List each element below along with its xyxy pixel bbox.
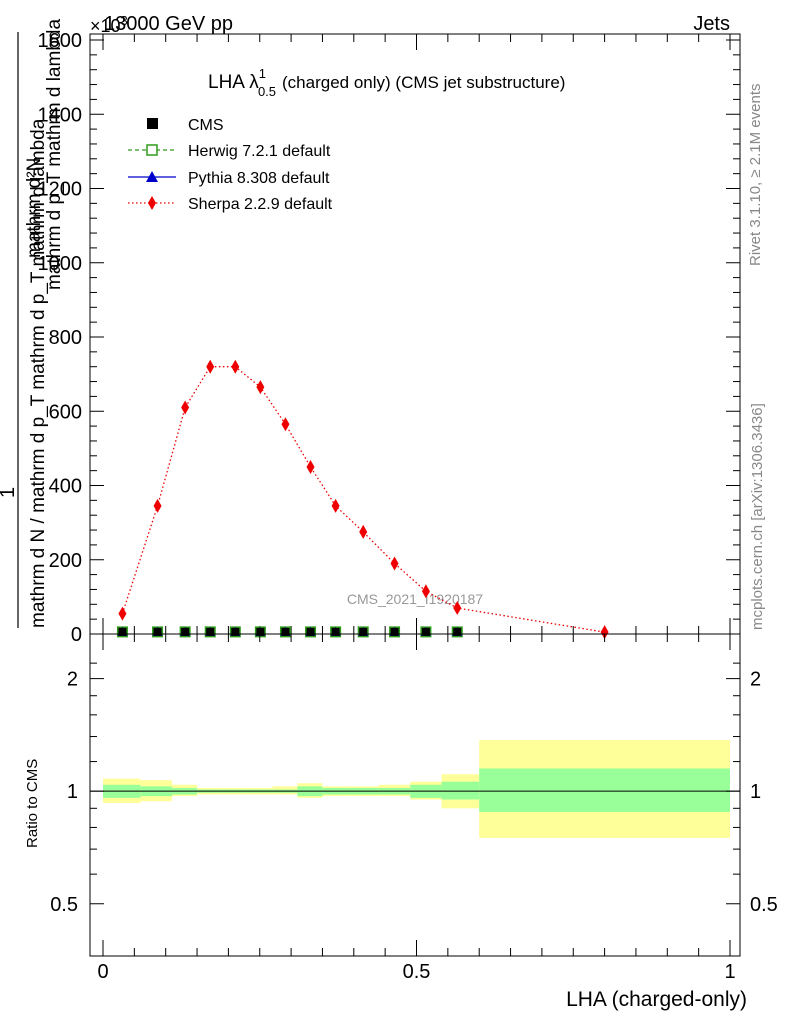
ylabel-num: 1: [0, 487, 19, 498]
main-ytick-label-2: 400: [49, 476, 82, 498]
category-label: Jets: [693, 13, 730, 35]
ratio-ytick-label-right: 0.5: [750, 894, 778, 916]
main-y-ticks: 0 200 400 600 800 1000 1200 1400 1600: [38, 30, 740, 646]
ratio-ytick-label-right: 2: [750, 669, 761, 691]
ratio-xtick-label: 0: [97, 961, 108, 983]
mcplots-label: mcplots.cern.ch [arXiv:1306.3436]: [749, 403, 766, 630]
sherpa-point: [281, 417, 290, 432]
main-ytick-label-3: 600: [49, 401, 82, 423]
legend-sherpa-label: Sherpa 2.2.9 default: [188, 196, 333, 213]
main-ytick-label-6: 1200: [38, 179, 83, 201]
exponent-label: ×103: [90, 13, 128, 36]
cms-point: [359, 627, 368, 636]
ratio-band-inner: [441, 781, 480, 800]
main-ytick-label-0: 0: [71, 624, 82, 646]
legend-herwig-marker: [146, 144, 158, 156]
sherpa-point: [390, 556, 399, 571]
sherpa-point: [231, 359, 240, 374]
energy-label: 13000 GeV pp: [104, 13, 233, 35]
sherpa-point: [118, 606, 127, 621]
sherpa-point: [421, 584, 430, 599]
cms-point: [181, 627, 190, 636]
cms-point: [256, 627, 265, 636]
legend-pythia-marker: [146, 171, 158, 182]
cms-point: [306, 627, 315, 636]
sherpa-point: [256, 380, 265, 395]
main-ytick-label-5: 1000: [38, 253, 83, 275]
legend-sherpa-marker: [148, 196, 156, 210]
main-ytick-label-7: 1400: [38, 104, 83, 126]
sherpa-point: [181, 400, 190, 415]
ratio-xtick-label: 1: [724, 961, 735, 983]
sherpa-point: [359, 524, 368, 539]
ratio-ylabel: Ratio to CMS: [24, 759, 41, 848]
chart-title: LHA λ1 0.5 (charged only) (CMS jet substru…: [208, 66, 565, 99]
main-ytick-label-8: 1600: [38, 30, 83, 52]
cms-point: [453, 627, 462, 636]
rivet-label: Rivet 3.1.10, ≥ 2.1M events: [747, 84, 764, 267]
ratio-x-ticks: 0 0.5 1: [97, 634, 736, 983]
main-ytick-label-1: 200: [49, 550, 82, 572]
ratio-bands: [103, 740, 730, 838]
ylabel-top: mathrm d²N: [24, 158, 45, 258]
sherpa-point: [153, 498, 162, 513]
legend-cms-marker: [147, 118, 158, 129]
ratio-ytick-label-left: 2: [67, 669, 78, 691]
cms-point: [206, 627, 215, 636]
cms-point: [118, 627, 127, 636]
cms-point: [231, 627, 240, 636]
cms-point: [390, 627, 399, 636]
ratio-ytick-label-right: 1: [750, 781, 761, 803]
sherpa-point: [306, 459, 315, 474]
sherpa-point: [453, 601, 462, 616]
sherpa-point: [331, 498, 340, 513]
legend-pythia-label: Pythia 8.308 default: [188, 170, 330, 187]
ylabel-top-den: mathrm d p_T mathrm d lambda: [44, 19, 65, 290]
cms-point: [331, 627, 340, 636]
ratio-xtick-label: 0.5: [403, 961, 431, 983]
main-x-ticks: [102, 34, 731, 634]
ratio-band-inner: [479, 768, 730, 812]
ylabel-den: mathrm d N / mathrm d p_T mathrm d p_T m…: [28, 118, 49, 628]
legend-herwig-label: Herwig 7.2.1 default: [188, 143, 331, 160]
analysis-watermark: CMS_2021_I1920187: [347, 591, 483, 607]
xlabel: LHA (charged-only): [566, 988, 747, 1011]
sherpa-point: [600, 625, 609, 640]
ratio-frame: [89, 633, 741, 957]
sherpa-point: [206, 359, 215, 374]
cms-point: [421, 627, 430, 636]
main-ytick-label-4: 800: [49, 327, 82, 349]
cms-point: [281, 627, 290, 636]
ratio-y-ticks: 0.5 0.5 1 1 2 2: [50, 662, 778, 916]
cms-point: [153, 627, 162, 636]
main-y-axis-title: mathrm d²N mathrm d p_T mathrm d lambda …: [0, 19, 65, 628]
ratio-ytick-label-left: 1: [67, 781, 78, 803]
legend-cms-label: CMS: [188, 117, 224, 134]
legend: CMS Herwig 7.2.1 default Pythia 8.308 de…: [128, 117, 333, 213]
ratio-ytick-label-left: 0.5: [50, 894, 78, 916]
